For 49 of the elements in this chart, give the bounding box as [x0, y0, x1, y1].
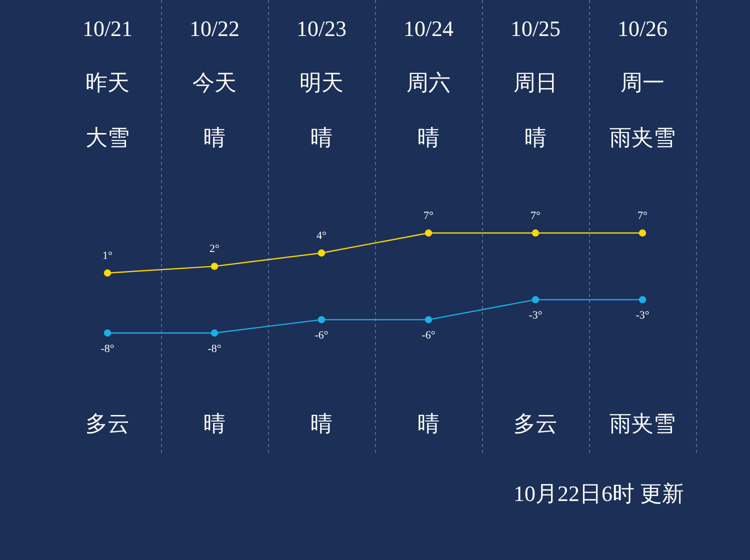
text: 周一	[620, 70, 664, 95]
text: 晴	[204, 410, 226, 436]
x-tick-label: 10/25	[510, 16, 561, 41]
text: 晴	[204, 124, 226, 150]
x-tick-label: 10/26	[617, 16, 668, 41]
text: 晴	[418, 124, 440, 150]
text: 今天	[192, 70, 236, 95]
text: 晴	[310, 410, 332, 436]
data-label: -3°	[636, 310, 650, 322]
data-label: 7°	[530, 210, 540, 222]
x-tick-label: 10/22	[189, 16, 240, 41]
data-label: -3°	[528, 310, 542, 322]
data-label: 4°	[316, 230, 326, 242]
data-label: 7°	[638, 210, 648, 222]
data-label: -6°	[422, 330, 436, 342]
data-label: -6°	[314, 330, 328, 342]
data-label: 2°	[210, 243, 220, 256]
point	[532, 296, 540, 304]
data-label: 1°	[102, 250, 112, 262]
point	[424, 229, 432, 237]
text: 多云	[86, 410, 130, 436]
point	[638, 229, 646, 237]
point	[318, 249, 326, 257]
x-tick-label: 10/24	[403, 16, 454, 41]
data-label: 7°	[424, 210, 434, 222]
text: 周日	[514, 70, 558, 95]
text: 大雪	[86, 124, 130, 150]
point	[210, 329, 218, 337]
text: 晴	[310, 124, 332, 150]
x-tick-label: 10/21	[82, 16, 133, 41]
text: 周六	[406, 70, 450, 95]
point	[638, 296, 646, 304]
point	[104, 329, 112, 337]
text: 晴	[418, 410, 440, 436]
data-label: -8°	[208, 342, 222, 355]
text: 雨夹雪	[610, 124, 676, 150]
point	[104, 269, 112, 277]
data-label: -8°	[100, 342, 114, 355]
x-tick-label: 10/23	[296, 16, 347, 41]
point	[318, 316, 326, 324]
text: 晴	[524, 124, 546, 150]
point	[424, 316, 432, 324]
text: 明天	[300, 70, 344, 95]
text: 雨夹雪	[610, 410, 676, 436]
text: 昨天	[86, 70, 130, 95]
text: 10月22日6时 更新	[514, 480, 684, 506]
point	[532, 229, 540, 237]
text: 多云	[514, 410, 558, 436]
point	[210, 262, 218, 270]
